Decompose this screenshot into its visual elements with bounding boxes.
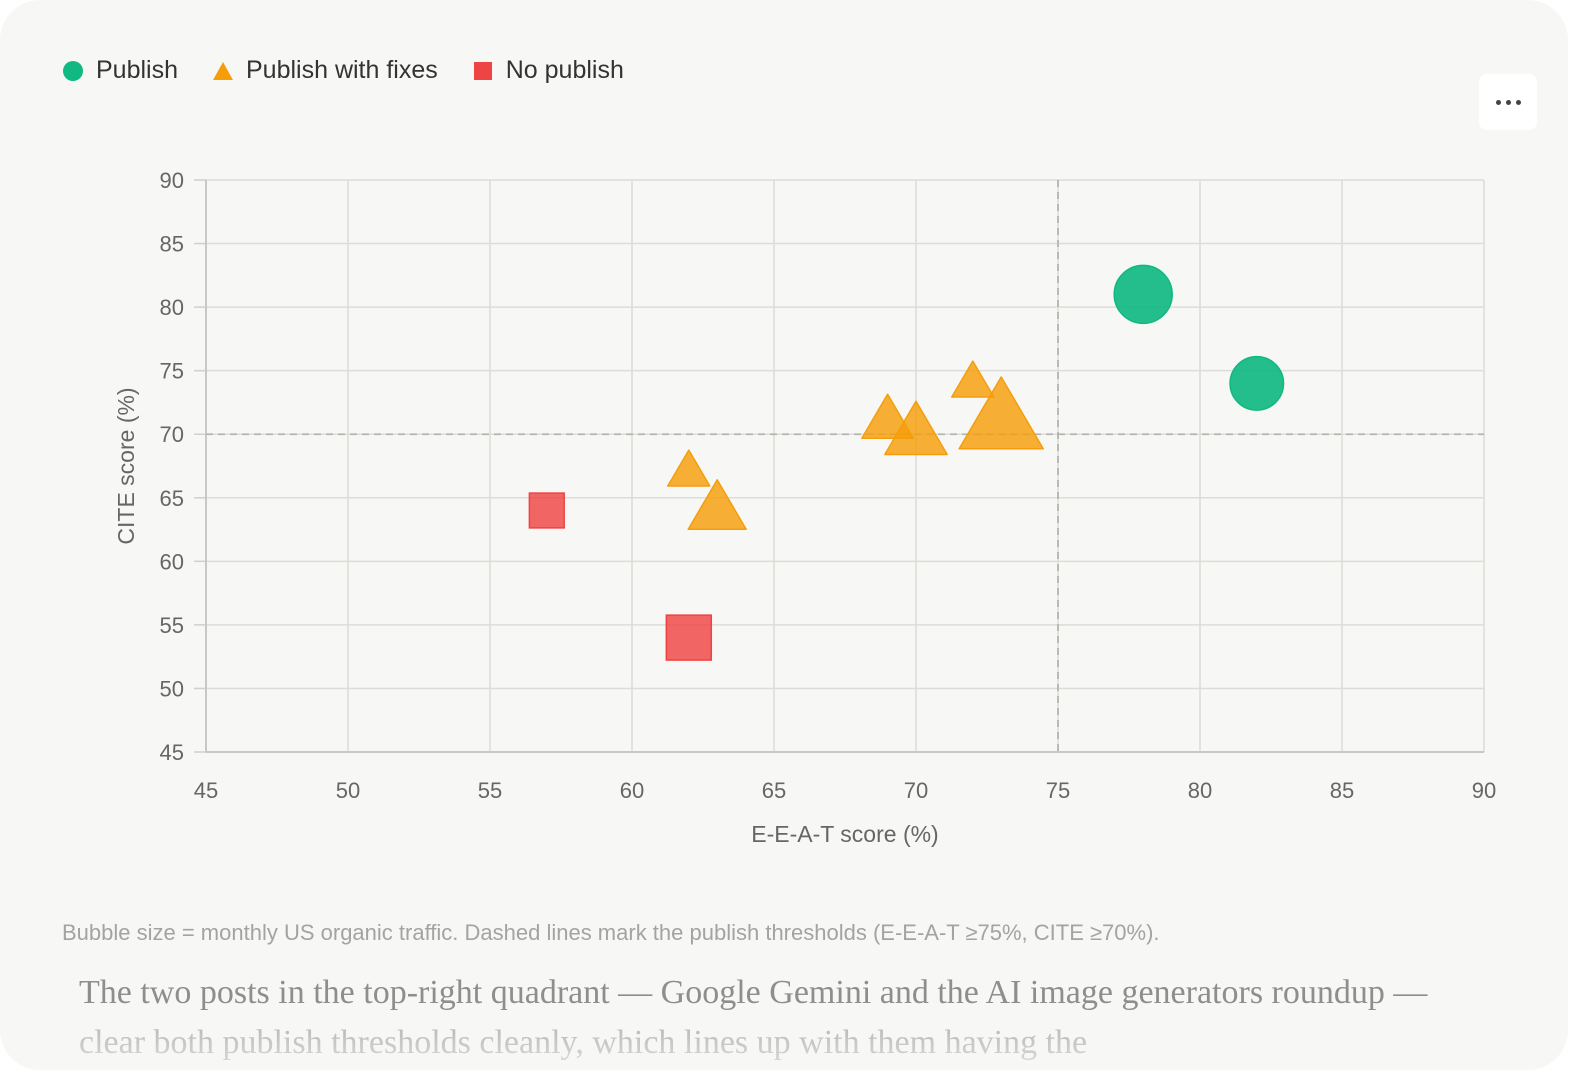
legend-item-no-publish[interactable]: No publish bbox=[472, 56, 624, 85]
more-options-button[interactable] bbox=[1479, 74, 1537, 130]
y-tick-label: 70 bbox=[160, 422, 184, 447]
more-horizontal-icon bbox=[1505, 99, 1511, 105]
chart-marks bbox=[528, 264, 1285, 661]
x-tick-label: 60 bbox=[620, 778, 644, 803]
y-tick-label: 85 bbox=[160, 232, 184, 257]
legend-label-publish: Publish bbox=[96, 56, 178, 84]
y-tick-label: 75 bbox=[160, 359, 184, 384]
scatter-chart: 45 50 55 60 65 70 75 80 85 90 9085807570656055504… bbox=[113, 168, 1496, 847]
y-tick-label: 65 bbox=[160, 486, 184, 511]
data-point-publish-with-fixes[interactable] bbox=[958, 376, 1044, 450]
data-point-publish-with-fixes[interactable] bbox=[884, 400, 948, 456]
legend-label-no-publish: No publish bbox=[505, 56, 624, 84]
y-tick-label: 55 bbox=[160, 613, 184, 638]
circle-icon bbox=[63, 60, 83, 81]
legend-item-publish[interactable]: Publish bbox=[62, 56, 178, 85]
data-point-no-publish[interactable] bbox=[528, 492, 565, 529]
y-tick-label: 80 bbox=[160, 295, 184, 320]
x-tick-label: 90 bbox=[1472, 778, 1496, 803]
y-tick-label: 50 bbox=[160, 676, 184, 701]
x-axis-ticks: 45 50 55 60 65 70 75 80 85 90 bbox=[194, 778, 1496, 803]
x-tick-label: 55 bbox=[478, 778, 502, 803]
y-tick-label: 45 bbox=[160, 740, 184, 765]
data-point-no-publish[interactable] bbox=[665, 614, 713, 661]
triangle-icon bbox=[213, 61, 233, 80]
square-icon bbox=[473, 61, 492, 80]
y-axis-ticks: 90 85 80 75 70 65 60 55 50 45 bbox=[160, 168, 184, 765]
x-tick-label: 75 bbox=[1046, 778, 1070, 803]
more-horizontal-icon bbox=[1515, 99, 1521, 105]
x-tick-label: 85 bbox=[1330, 778, 1354, 803]
legend-label-publish-with-fixes: Publish with fixes bbox=[246, 56, 438, 84]
y-axis-title: CITE score (%) bbox=[113, 387, 139, 544]
threshold-lines bbox=[206, 180, 1484, 752]
y-tick-label: 90 bbox=[160, 168, 184, 193]
legend-item-publish-with-fixes[interactable]: Publish with fixes bbox=[212, 56, 438, 85]
more-horizontal-icon bbox=[1495, 99, 1501, 105]
data-point-publish-with-fixes[interactable] bbox=[951, 360, 995, 398]
body-paragraph: The two posts in the top-right quadrant … bbox=[79, 974, 1428, 1061]
x-tick-label: 50 bbox=[336, 778, 360, 803]
data-point-publish[interactable] bbox=[1229, 355, 1285, 411]
y-tick-label: 60 bbox=[160, 549, 184, 574]
data-point-publish-with-fixes[interactable] bbox=[667, 449, 711, 487]
x-tick-label: 65 bbox=[762, 778, 786, 803]
chart-caption: Bubble size = monthly US organic traffic… bbox=[62, 920, 1160, 945]
x-tick-label: 70 bbox=[904, 778, 928, 803]
x-tick-label: 45 bbox=[194, 778, 218, 803]
chart-legend: Publish Publish with fixes No publish bbox=[62, 56, 624, 85]
data-point-publish-with-fixes[interactable] bbox=[687, 479, 747, 531]
chart-grid bbox=[194, 179, 1485, 753]
data-point-publish[interactable] bbox=[1113, 264, 1173, 325]
x-tick-label: 80 bbox=[1188, 778, 1212, 803]
x-axis-title: E-E-A-T score (%) bbox=[751, 821, 938, 847]
